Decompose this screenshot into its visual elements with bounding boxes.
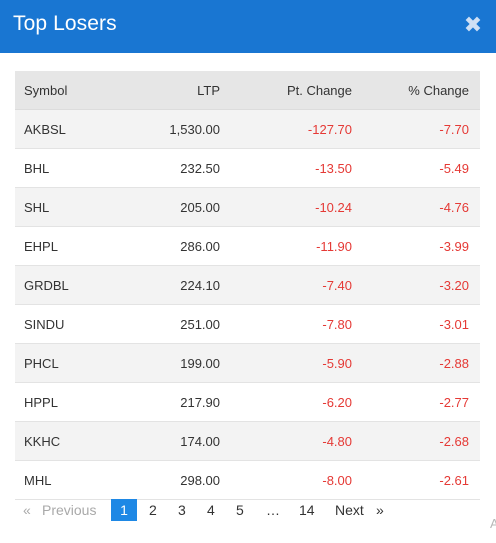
table-row[interactable]: GRDBL 224.10 -7.40 -3.20 [15,265,480,305]
cell-pct-change: -2.68 [352,421,480,461]
cell-symbol: AKBSL [15,109,139,149]
cell-pct-change: -2.77 [352,382,480,422]
page-ellipsis: … [266,502,280,518]
cell-ltp: 224.10 [139,265,220,305]
page-button-4[interactable]: 4 [207,502,215,518]
cell-pt-change: -10.24 [220,187,352,227]
cell-symbol: PHCL [15,343,139,383]
cell-symbol: EHPL [15,226,139,266]
cell-pct-change: -7.70 [352,109,480,149]
cell-pct-change: -3.01 [352,304,480,344]
page-button-2[interactable]: 2 [149,502,157,518]
table-row[interactable]: EHPL 286.00 -11.90 -3.99 [15,226,480,266]
modal-header: Top Losers ✖ [0,0,496,53]
cell-symbol: HPPL [15,382,139,422]
cell-pt-change: -13.50 [220,148,352,188]
cell-pt-change: -7.40 [220,265,352,305]
table-row[interactable]: HPPL 217.90 -6.20 -2.77 [15,382,480,422]
table-row[interactable]: KKHC 174.00 -4.80 -2.68 [15,421,480,461]
page-button-1[interactable]: 1 [111,499,137,521]
column-header-symbol[interactable]: Symbol [15,71,139,110]
cell-pct-change: -2.61 [352,460,480,500]
cell-pt-change: -4.80 [220,421,352,461]
cell-ltp: 251.00 [139,304,220,344]
cell-ltp: 205.00 [139,187,220,227]
cell-pct-change: -3.99 [352,226,480,266]
cell-symbol: MHL [15,460,139,500]
cell-ltp: 199.00 [139,343,220,383]
cell-pct-change: -2.88 [352,343,480,383]
cell-ltp: 298.00 [139,460,220,500]
next-button[interactable]: Next [335,502,364,518]
page-button-5[interactable]: 5 [236,502,244,518]
table-row[interactable]: MHL 298.00 -8.00 -2.61 [15,460,480,500]
table-row[interactable]: BHL 232.50 -13.50 -5.49 [15,148,480,188]
cell-ltp: 174.00 [139,421,220,461]
cell-pct-change: -5.49 [352,148,480,188]
cell-symbol: KKHC [15,421,139,461]
corner-glyph: A [490,516,496,531]
table-header-row: Symbol LTP Pt. Change % Change [15,71,480,110]
cell-pt-change: -8.00 [220,460,352,500]
cell-ltp: 217.90 [139,382,220,422]
cell-pt-change: -11.90 [220,226,352,266]
cell-pt-change: -127.70 [220,109,352,149]
page-button-3[interactable]: 3 [178,502,186,518]
page-button-14[interactable]: 14 [299,502,315,518]
table-row[interactable]: SHL 205.00 -10.24 -4.76 [15,187,480,227]
modal-title: Top Losers [13,12,117,35]
table-row[interactable]: PHCL 199.00 -5.90 -2.88 [15,343,480,383]
column-header-ltp[interactable]: LTP [139,71,220,110]
cell-pct-change: -3.20 [352,265,480,305]
column-header-pct-change[interactable]: % Change [352,71,480,110]
cell-pct-change: -4.76 [352,187,480,227]
cell-pt-change: -5.90 [220,343,352,383]
table-row[interactable]: SINDU 251.00 -7.80 -3.01 [15,304,480,344]
cell-ltp: 1,530.00 [139,109,220,149]
column-header-pt-change[interactable]: Pt. Change [220,71,352,110]
previous-icon: « [23,502,31,518]
close-icon[interactable]: ✖ [463,12,483,37]
cell-pt-change: -7.80 [220,304,352,344]
cell-symbol: GRDBL [15,265,139,305]
cell-ltp: 232.50 [139,148,220,188]
previous-button[interactable]: Previous [42,502,97,518]
cell-ltp: 286.00 [139,226,220,266]
losers-table: Symbol LTP Pt. Change % Change AKBSL 1,53… [15,71,480,500]
next-icon[interactable]: » [376,502,384,518]
cell-symbol: BHL [15,148,139,188]
table-row[interactable]: AKBSL 1,530.00 -127.70 -7.70 [15,109,480,149]
cell-symbol: SINDU [15,304,139,344]
cell-symbol: SHL [15,187,139,227]
cell-pt-change: -6.20 [220,382,352,422]
